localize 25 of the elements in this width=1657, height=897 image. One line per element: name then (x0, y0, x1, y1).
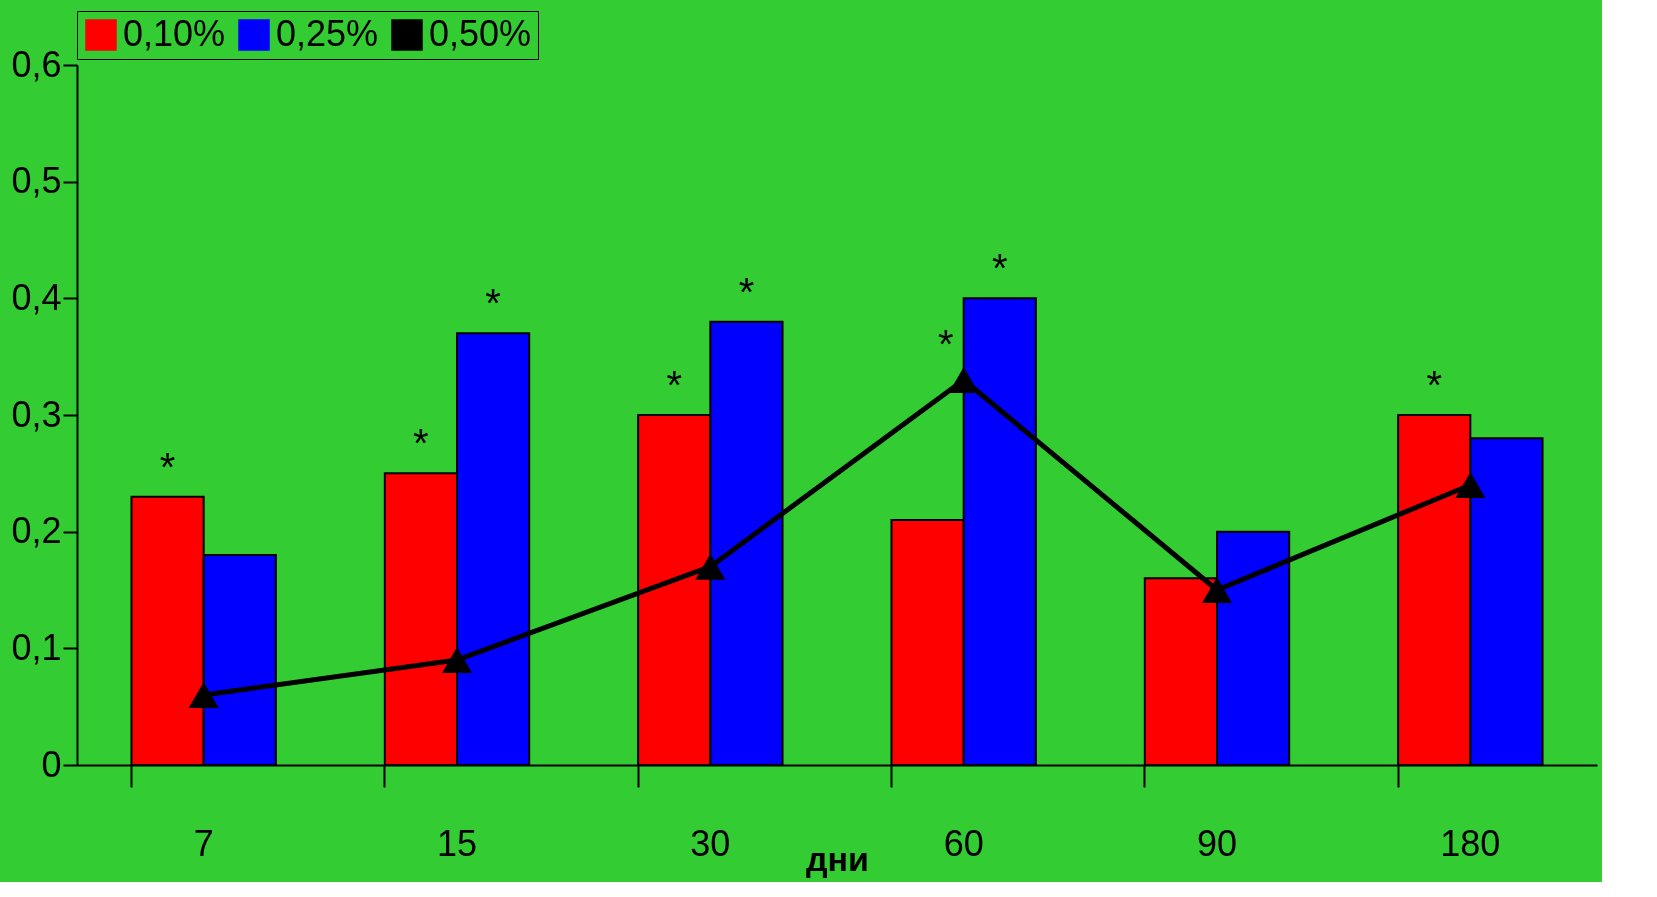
x-tick-label: 15 (436, 822, 478, 864)
annotation: * (485, 281, 501, 326)
annotation: * (991, 246, 1008, 291)
x-axis-title: дни (805, 839, 870, 878)
annotation: * (666, 363, 683, 407)
x-tick-label: 180 (1440, 822, 1501, 864)
y-tick-label: 0,6 (11, 43, 62, 85)
y-tick-label: 0,5 (11, 160, 62, 202)
legend-label: 0,50% (429, 13, 532, 54)
y-tick-label: 0,4 (11, 276, 62, 318)
y-tick-label: 0 (41, 743, 62, 785)
legend-label: 0,10% (123, 13, 226, 54)
x-tick-label: 90 (1196, 822, 1238, 864)
x-tick-label: 60 (943, 822, 984, 864)
annotation: * (159, 444, 176, 489)
y-tick-label: 0,1 (11, 626, 62, 668)
y-tick-label: 0,2 (11, 510, 62, 552)
annotation: * (738, 269, 755, 314)
x-tick-label: 7 (193, 822, 214, 864)
legend-label: 0,25% (276, 13, 379, 54)
annotation: * (413, 421, 429, 466)
annotation: * (937, 322, 954, 366)
annotation: * (1426, 363, 1443, 407)
y-tick-label: 0,3 (11, 393, 62, 435)
x-tick-label: 30 (690, 822, 731, 864)
